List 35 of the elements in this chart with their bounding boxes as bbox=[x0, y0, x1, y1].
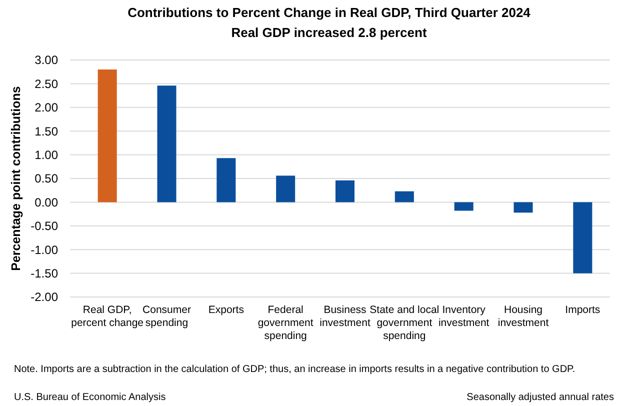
x-tick-label: Exports bbox=[208, 304, 244, 316]
y-tick-label: 0.50 bbox=[34, 172, 58, 186]
bar bbox=[394, 191, 414, 202]
bar bbox=[216, 158, 236, 202]
text: U.S. Bureau of Economic Analysis bbox=[14, 392, 166, 403]
y-tick-label: 2.00 bbox=[34, 100, 58, 115]
x-tick-label: Housing investment bbox=[498, 304, 549, 329]
bar bbox=[454, 202, 474, 211]
text: Note. Imports are a subtraction in the calculation of GDP; thus, an increase in imports results in a negative contribution to GDP. bbox=[14, 364, 576, 375]
y-tick-label: 2.50 bbox=[34, 76, 58, 91]
bar bbox=[157, 86, 176, 202]
y-tick-label: -2.00 bbox=[30, 290, 58, 304]
y-tick-label: 0.00 bbox=[34, 195, 58, 210]
x-tick-label: Consumer spending bbox=[142, 304, 192, 329]
x-tick-label: State and local government spending bbox=[370, 304, 440, 342]
bar bbox=[514, 202, 533, 213]
bar bbox=[335, 180, 355, 202]
y-tick-label: 1.00 bbox=[34, 148, 58, 162]
x-tick-label: Business investment bbox=[320, 304, 370, 329]
y-tick-label: -1.50 bbox=[30, 266, 58, 280]
y-tick-label: 3.00 bbox=[34, 53, 58, 68]
y-tick-label: -0.50 bbox=[30, 219, 58, 234]
x-tick-label: Inventory investment bbox=[438, 304, 490, 329]
y-tick-label: -1.00 bbox=[30, 242, 58, 257]
x-tick-label: Real GDP, percent change bbox=[71, 304, 144, 329]
x-tick-label: Federal government spending bbox=[258, 304, 314, 342]
y-axis-title: Percentage point contributions bbox=[9, 86, 23, 271]
text: Seasonally adjusted annual rates bbox=[466, 392, 614, 403]
x-tick-label: Imports bbox=[565, 304, 600, 316]
chart-title: Contributions to Percent Change in Real GDP, Third Quarter 2024 bbox=[128, 5, 532, 20]
bar bbox=[276, 176, 296, 202]
bar bbox=[98, 69, 117, 202]
bar bbox=[573, 202, 592, 274]
y-tick-label: 1.50 bbox=[34, 124, 58, 138]
chart-subtitle: Real GDP increased 2.8 percent bbox=[231, 25, 428, 40]
